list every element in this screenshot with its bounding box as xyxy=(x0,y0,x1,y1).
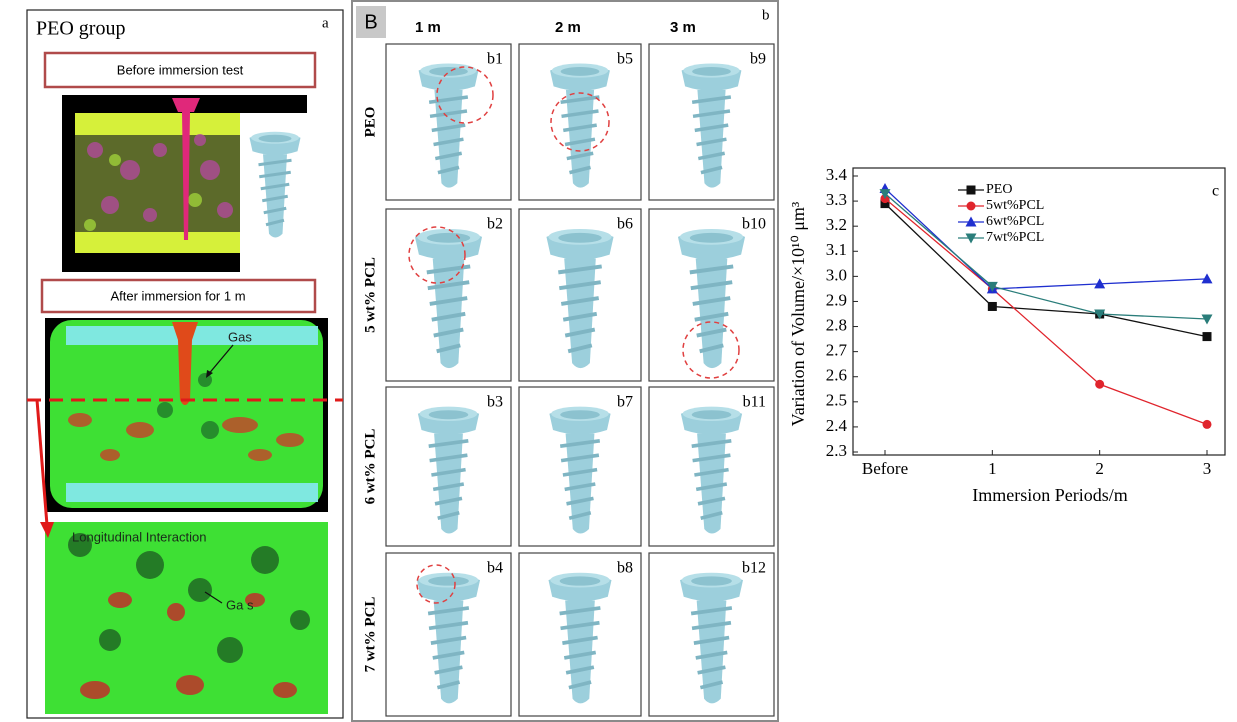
row-label: PEO xyxy=(362,107,378,138)
ct-image xyxy=(45,318,328,512)
annotation: Longitudinal Interaction xyxy=(72,529,206,544)
marker xyxy=(967,186,976,195)
row-label: 5 wt% PCL xyxy=(362,257,378,333)
series-line xyxy=(885,199,1207,425)
x-tick-label: 3 xyxy=(1203,459,1212,478)
figure: PEO group a Before immersion test After … xyxy=(0,0,1237,722)
x-tick-label: Before xyxy=(862,459,908,478)
chart-label: c xyxy=(1212,183,1219,200)
cell-label: b7 xyxy=(617,394,633,411)
marker xyxy=(988,302,997,311)
y-tick-label: 3.1 xyxy=(826,240,847,259)
row-label: 7 wt% PCL xyxy=(362,597,378,673)
x-tick-label: 1 xyxy=(988,459,997,478)
legend-label: 5wt%PCL xyxy=(986,198,1044,213)
cell-label: b10 xyxy=(742,216,766,233)
y-tick-label: 2.8 xyxy=(826,315,847,334)
ct-image xyxy=(45,522,328,714)
column-label: 2 m xyxy=(555,19,581,36)
panel-b-corner-label: b xyxy=(762,7,770,23)
marker xyxy=(967,202,976,211)
ct-image xyxy=(62,95,307,272)
cell-label: b12 xyxy=(742,560,766,577)
y-axis-title: Variation of Volume/×10¹⁰ μm³ xyxy=(788,201,808,426)
y-tick-label: 2.4 xyxy=(826,416,848,435)
y-tick-label: 2.9 xyxy=(826,290,847,309)
marker xyxy=(1095,380,1104,389)
marker xyxy=(1202,273,1213,283)
cell-label: b6 xyxy=(617,216,633,233)
y-tick-label: 3.0 xyxy=(826,265,847,284)
legend-label: 6wt%PCL xyxy=(986,214,1044,229)
row-label: 6 wt% PCL xyxy=(362,429,378,505)
panel-a-title: PEO group xyxy=(36,18,125,40)
cell-label: b1 xyxy=(487,51,503,68)
cell-label: b5 xyxy=(617,51,633,68)
series-line xyxy=(885,194,1207,319)
cell-label: b4 xyxy=(487,560,503,577)
cell-label: b9 xyxy=(750,51,766,68)
column-label: 1 m xyxy=(415,19,441,36)
y-tick-label: 2.6 xyxy=(826,366,847,385)
caption: Before immersion test xyxy=(117,62,244,77)
legend-label: PEO xyxy=(986,182,1012,197)
y-tick-label: 3.2 xyxy=(826,215,847,234)
marker xyxy=(1203,420,1212,429)
legend-label: 7wt%PCL xyxy=(986,230,1044,245)
annotation: Ga s xyxy=(226,597,254,612)
cell-label: b11 xyxy=(743,394,766,411)
marker xyxy=(1203,332,1212,341)
marker xyxy=(1202,315,1213,325)
cell-label: b3 xyxy=(487,394,503,411)
y-tick-label: 2.7 xyxy=(826,341,848,360)
y-tick-label: 2.5 xyxy=(826,391,847,410)
cell-label: b2 xyxy=(487,216,503,233)
column-label: 3 m xyxy=(670,19,696,36)
annotation: Gas xyxy=(228,329,252,344)
panel-a-label: a xyxy=(322,15,329,31)
panel-b-label: B xyxy=(364,11,377,33)
x-tick-label: 2 xyxy=(1095,459,1104,478)
y-tick-label: 3.3 xyxy=(826,190,847,209)
caption: After immersion for 1 m xyxy=(110,288,245,303)
y-tick-label: 2.3 xyxy=(826,441,847,460)
cell-label: b8 xyxy=(617,560,633,577)
y-tick-label: 3.4 xyxy=(826,165,848,184)
x-axis-title: Immersion Periods/m xyxy=(972,485,1128,505)
